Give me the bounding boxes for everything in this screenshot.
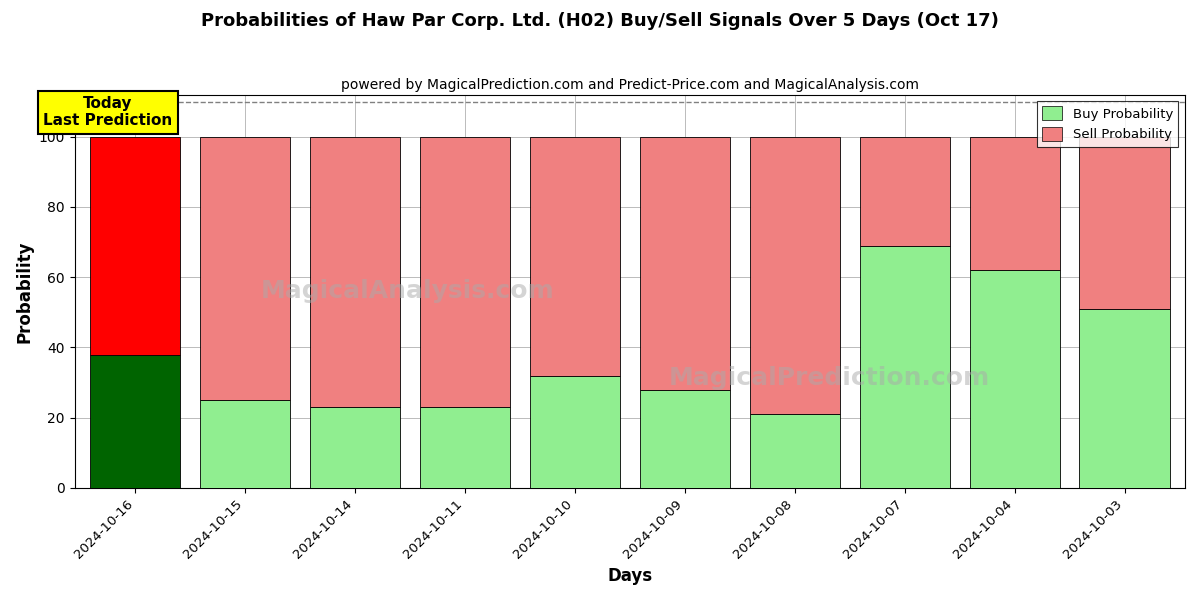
Bar [970,137,1060,270]
Bar [200,400,290,488]
Bar [420,137,510,407]
Legend: Buy Probability, Sell Probability: Buy Probability, Sell Probability [1037,101,1178,147]
Bar [310,137,400,407]
Bar [640,389,730,488]
Bar [970,270,1060,488]
Bar [310,407,400,488]
X-axis label: Days: Days [607,567,653,585]
Bar [859,137,949,245]
Bar [750,137,840,414]
Bar [859,245,949,488]
Bar [1080,137,1170,309]
Text: Probabilities of Haw Par Corp. Ltd. (H02) Buy/Sell Signals Over 5 Days (Oct 17): Probabilities of Haw Par Corp. Ltd. (H02… [202,12,998,30]
Bar [1080,309,1170,488]
Text: MagicalAnalysis.com: MagicalAnalysis.com [260,279,554,303]
Text: MagicalPrediction.com: MagicalPrediction.com [670,366,990,390]
Bar [529,137,620,376]
Bar [200,137,290,400]
Bar [90,137,180,355]
Bar [640,137,730,389]
Y-axis label: Probability: Probability [16,240,34,343]
Text: Today
Last Prediction: Today Last Prediction [43,96,173,128]
Bar [90,355,180,488]
Bar [750,414,840,488]
Title: powered by MagicalPrediction.com and Predict-Price.com and MagicalAnalysis.com: powered by MagicalPrediction.com and Pre… [341,78,919,92]
Bar [529,376,620,488]
Bar [420,407,510,488]
